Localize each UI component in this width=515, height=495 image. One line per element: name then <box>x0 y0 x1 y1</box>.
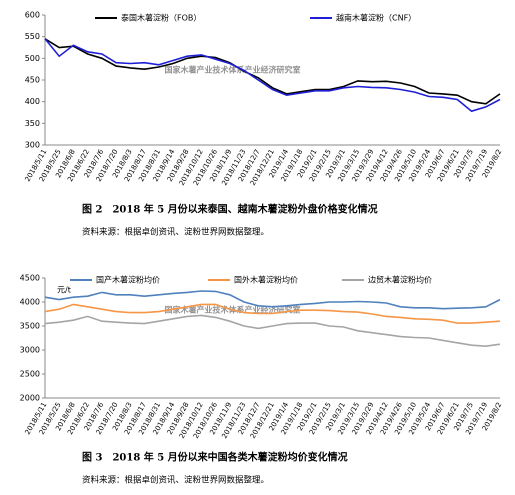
figure-caption: 图 2 2018 年 5 月份以来泰国、越南木薯淀粉外盘价格变化情况 <box>82 203 378 216</box>
series-line <box>44 303 501 324</box>
series-line <box>44 38 501 105</box>
y-tick-label: 350 <box>25 119 40 128</box>
figure-source: 资料来源：根据卓创资讯、淀粉世界网数据整理。 <box>82 227 269 238</box>
series-line <box>44 314 501 348</box>
legend-label: 泰国木薯淀粉（FOB） <box>121 13 201 23</box>
y-tick-label: 300 <box>25 141 40 150</box>
legend-label: 国外木薯淀粉均价 <box>234 275 298 285</box>
y-axis-label: 元/t <box>57 286 71 295</box>
y-tick-label: 2500 <box>20 370 40 379</box>
watermark: 国家木薯产业技术体系产业经济研究室 <box>165 65 301 75</box>
y-tick-label: 4000 <box>20 298 40 307</box>
figure-source: 资料来源：根据卓创资讯、淀粉世界网数据整理。 <box>82 475 269 486</box>
y-tick-label: 400 <box>25 97 40 106</box>
series-line <box>44 290 501 310</box>
y-tick-label: 3000 <box>20 346 40 355</box>
series-line <box>44 38 501 113</box>
legend-label: 国产木薯淀粉均价 <box>96 275 160 285</box>
legend-label: 越南木薯淀粉（CNF） <box>336 13 416 23</box>
y-tick-label: 600 <box>25 11 40 20</box>
y-tick-label: 3500 <box>20 322 40 331</box>
legend-label: 边贸木薯淀粉均价 <box>368 275 432 285</box>
y-tick-label: 500 <box>25 54 40 63</box>
y-tick-label: 450 <box>25 76 40 85</box>
y-tick-label: 4500 <box>20 274 40 283</box>
y-tick-label: 550 <box>25 32 40 41</box>
figure-caption: 图 3 2018 年 5 月份以来中国各类木薯淀粉均价变化情况 <box>82 451 348 464</box>
y-tick-label: 2000 <box>20 394 40 403</box>
